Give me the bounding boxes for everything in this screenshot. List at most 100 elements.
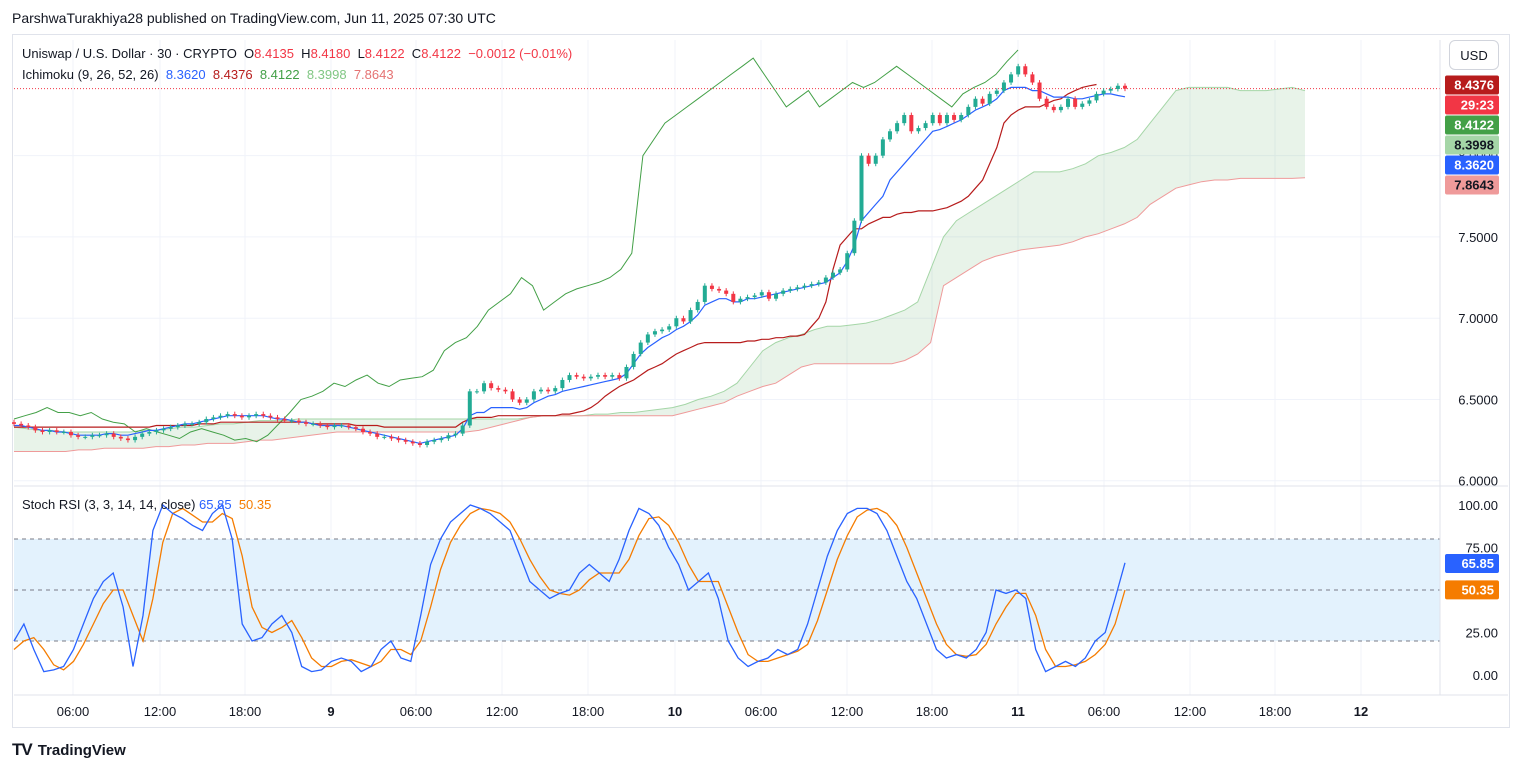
candle-body	[667, 326, 672, 330]
stoch-y-tick-label: 0.00	[1473, 668, 1498, 683]
candle-body	[303, 422, 308, 424]
price-tag-label: 8.3998	[1454, 138, 1494, 153]
candle-body	[446, 435, 451, 439]
candle-body	[318, 423, 323, 426]
candle-body	[133, 436, 138, 441]
candle-body	[546, 389, 551, 392]
candle-body	[717, 288, 722, 291]
price-tag-label: 8.4376	[1454, 78, 1494, 93]
candle-body	[83, 436, 88, 438]
price-tags: 8.4376 29:23 8.4122 8.3998 8.3620 7.8643 65.85…	[1445, 75, 1499, 600]
candle-body	[432, 440, 437, 442]
base-line	[14, 83, 1097, 428]
ichimoku-legend: Ichimoku (9, 26, 52, 26) 8.3620 8.4376 8…	[22, 67, 394, 82]
candle-body	[887, 131, 892, 140]
candle-body	[154, 430, 159, 432]
candle-body	[937, 115, 942, 124]
symbol-label: Uniswap / U.S. Dollar · 30 · CRYPTO	[22, 46, 237, 61]
x-tick-label: 06:00	[1088, 704, 1121, 719]
candle-body	[1073, 98, 1078, 107]
candle-body	[987, 93, 992, 104]
candle-body	[1009, 74, 1014, 83]
candle-body	[674, 318, 679, 327]
candle-body	[617, 375, 622, 379]
close-value: 8.4122	[421, 46, 461, 61]
high-label: H	[301, 46, 311, 61]
candle-body	[474, 391, 479, 393]
candle-body	[781, 290, 786, 294]
candle-body	[1001, 82, 1006, 91]
ichimoku-name: Ichimoku (9, 26, 52, 26)	[22, 67, 159, 82]
candle-body	[61, 431, 66, 433]
stoch-tag-bg	[1445, 580, 1499, 600]
candle-body	[232, 414, 237, 416]
change-value: −0.0012 (−0.01%)	[468, 46, 573, 61]
candle-body	[289, 420, 294, 422]
candle-body	[688, 310, 693, 322]
candle-body	[973, 98, 978, 107]
leading-span-a-line	[13, 86, 1306, 433]
candle-body	[26, 425, 31, 428]
candle-body	[1066, 98, 1071, 107]
candle-body	[788, 288, 793, 291]
candle-body	[916, 128, 921, 132]
candle-body	[325, 425, 330, 428]
candle-body	[553, 388, 558, 392]
candle-body	[595, 375, 600, 377]
stoch-k-value: 65.85	[199, 497, 232, 512]
candle-body	[610, 375, 615, 377]
candle-body	[930, 115, 935, 124]
candle-body	[332, 425, 337, 428]
candle-body	[831, 272, 836, 278]
candle-body	[275, 417, 280, 419]
candle-body	[282, 418, 287, 421]
x-tick-label: 18:00	[916, 704, 949, 719]
candle-body	[1030, 74, 1035, 83]
candle-body	[33, 427, 38, 431]
candle-body	[695, 301, 700, 311]
candle-body	[417, 443, 422, 445]
candle-body	[140, 433, 145, 437]
open-value: 8.4135	[254, 46, 294, 61]
candle-body	[638, 342, 643, 354]
x-tick-label: 18:00	[572, 704, 605, 719]
y-tick-label: 7.5000	[1458, 230, 1498, 245]
x-tick-label: 06:00	[745, 704, 778, 719]
x-tick-label: 12:00	[144, 704, 177, 719]
price-tag-bg	[1445, 115, 1499, 135]
stoch-rsi-pane	[13, 503, 1440, 673]
candle-body	[268, 415, 273, 418]
candle-body	[175, 425, 180, 428]
tradingview-logo-icon: TV	[12, 740, 33, 759]
leading-span-b-line	[14, 177, 1306, 452]
base-value: 8.4376	[212, 67, 253, 82]
candle-body	[952, 115, 957, 120]
candle-body	[346, 425, 351, 428]
candle-body	[489, 383, 494, 389]
currency-button[interactable]: USD	[1449, 40, 1499, 70]
price-tag-label: 8.3620	[1454, 158, 1494, 173]
candle-body	[47, 430, 52, 432]
candle-body	[724, 290, 729, 294]
open-label: O	[244, 46, 255, 61]
candle-body	[560, 379, 565, 389]
lagging-span-line	[13, 49, 1019, 443]
candle-body	[745, 297, 750, 299]
candle-body	[588, 376, 593, 379]
candle-body	[510, 391, 515, 400]
candle-body	[225, 414, 230, 416]
candle-body	[1115, 85, 1120, 90]
candle-body	[795, 287, 800, 289]
y-tick-label: 6.0000	[1458, 474, 1498, 489]
x-tick-label: 12	[1354, 704, 1368, 719]
candle-body	[581, 376, 586, 379]
candle-body	[197, 422, 202, 424]
candle-body	[731, 293, 736, 302]
stoch-name: Stoch RSI (3, 3, 14, 14, close)	[22, 497, 196, 512]
price-tag-bg	[1445, 75, 1499, 95]
candle-body	[966, 106, 971, 116]
footer-brand[interactable]: TV TradingView	[12, 740, 126, 760]
candle-body	[97, 435, 102, 437]
y-tick-label: 7.0000	[1458, 311, 1498, 326]
